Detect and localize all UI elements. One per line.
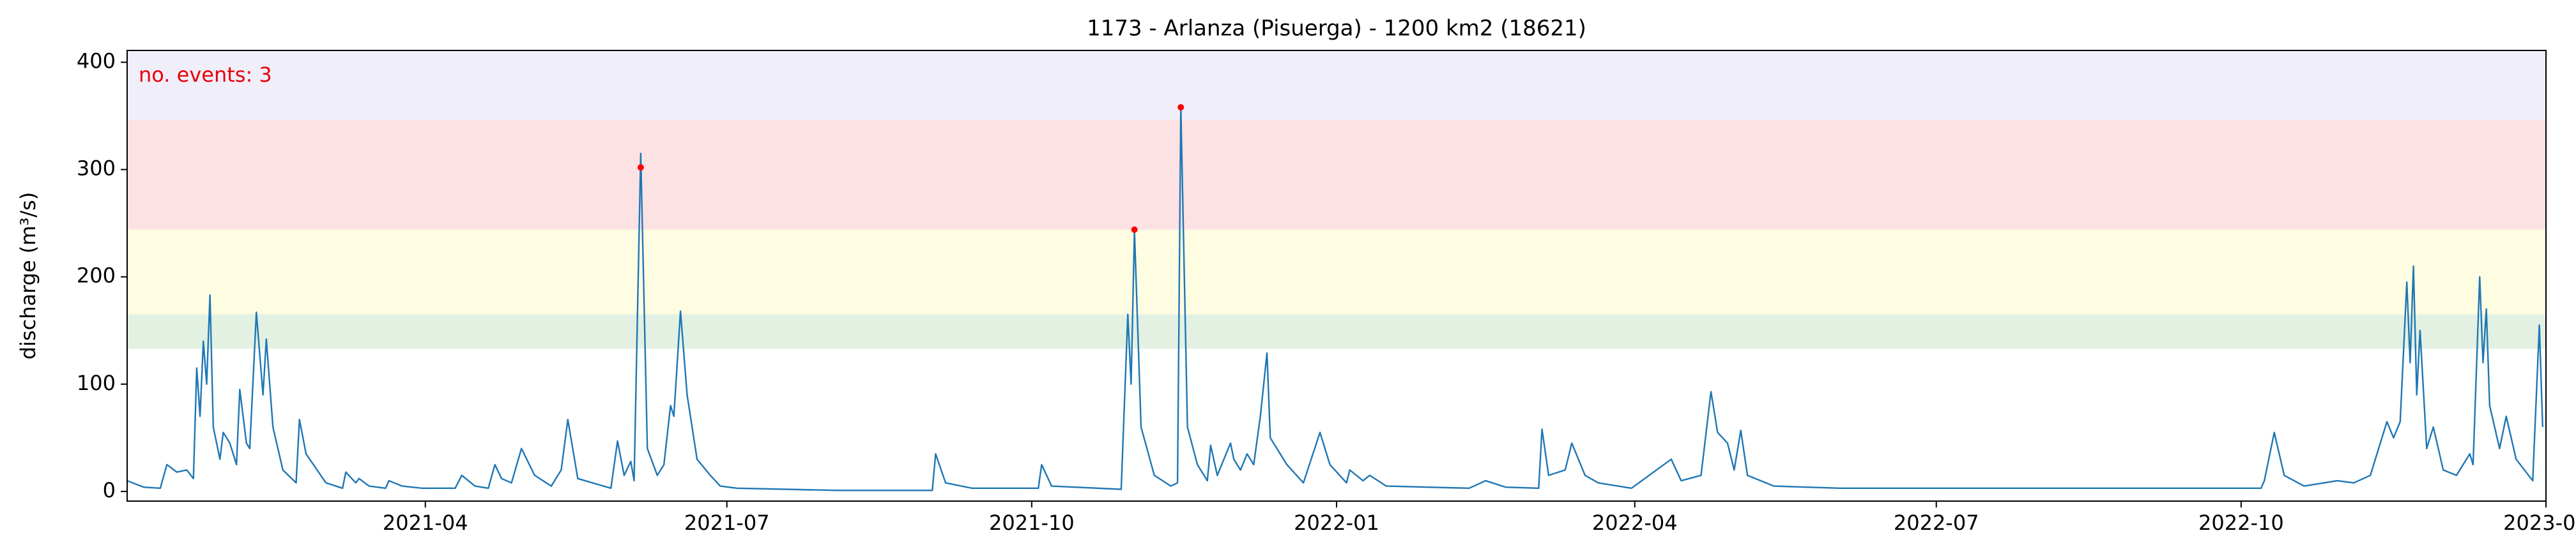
x-tick-label: 2022-07 — [1894, 511, 1979, 535]
y-tick-label: 100 — [77, 371, 116, 395]
threshold-band — [127, 50, 2546, 121]
x-tick-label: 2023-01 — [2503, 511, 2576, 535]
event-point — [637, 164, 644, 171]
x-tick-label: 2021-04 — [383, 511, 468, 535]
y-tick-label: 300 — [77, 156, 116, 181]
y-tick-label: 200 — [77, 264, 116, 288]
threshold-band — [127, 314, 2546, 349]
discharge-line — [126, 106, 2544, 492]
x-tick-label: 2022-01 — [1294, 511, 1379, 535]
x-tick-label: 2022-04 — [1592, 511, 1678, 535]
x-tick-label: 2022-10 — [2198, 511, 2284, 535]
y-tick-label: 400 — [77, 49, 116, 73]
event-count: no. events: 3 — [139, 63, 272, 87]
threshold-band — [127, 229, 2546, 315]
y-axis-label: discharge (m³/s) — [16, 192, 40, 360]
threshold-band — [127, 120, 2546, 230]
event-point — [1131, 226, 1138, 233]
x-tick-label: 2021-10 — [989, 511, 1075, 535]
chart-title: 1173 - Arlanza (Pisuerga) - 1200 km2 (18… — [1087, 16, 1586, 41]
event-point — [1177, 104, 1184, 111]
plot-frame — [126, 50, 2547, 502]
x-tick-label: 2021-07 — [684, 511, 770, 535]
y-tick-label: 0 — [103, 478, 116, 502]
